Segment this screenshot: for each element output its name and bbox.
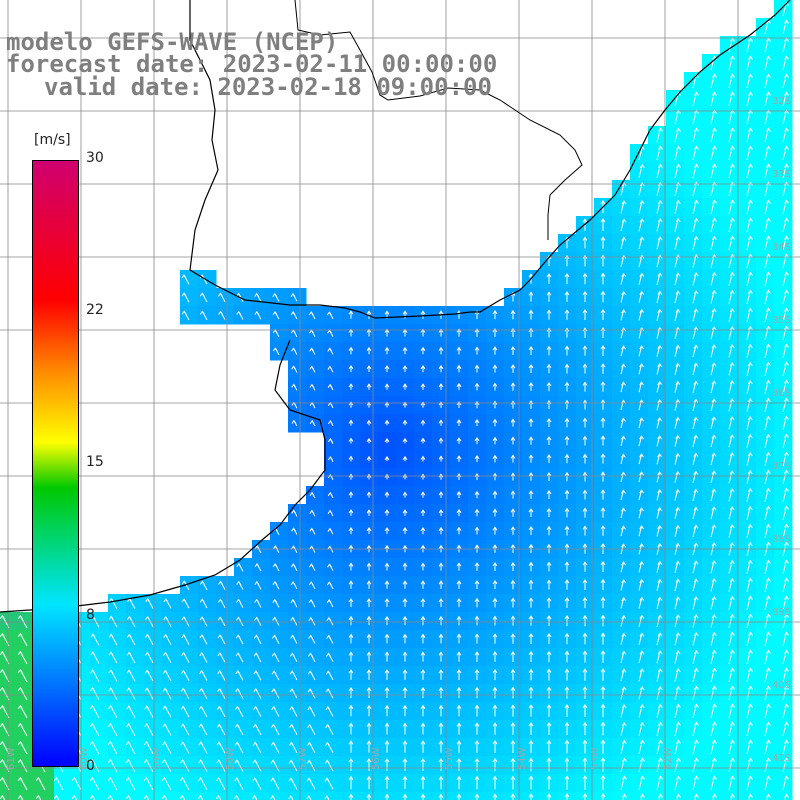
lon-label: 61W — [6, 747, 17, 770]
colorbar-tick-8: 8 — [86, 607, 95, 623]
title-model: modelo GEFS-WAVE (NCEP) — [6, 28, 339, 56]
colorbar-tick-30: 30 — [86, 150, 104, 166]
coastline — [189, 0, 791, 319]
title-valid-date: valid date: 2023-02-18 09:00:00 — [44, 73, 492, 101]
lon-label: 54W — [517, 747, 528, 770]
colorbar — [32, 160, 79, 767]
lat-label: 38S — [772, 534, 791, 545]
lon-label: 57W — [298, 747, 309, 770]
title-forecast-date: forecast date: 2023-02-11 00:00:00 — [6, 50, 498, 78]
lon-label: 58W — [225, 747, 236, 770]
lat-label: 37S — [772, 461, 791, 472]
lon-label: 59W — [152, 747, 163, 770]
lon-label: 56W — [371, 747, 382, 770]
colorbar-tick-0: 0 — [86, 758, 95, 774]
lat-label: 40S — [772, 680, 791, 691]
lat-label: 34S — [772, 242, 791, 253]
colorbar-tick-22: 22 — [86, 302, 104, 318]
lat-label: 32S — [772, 96, 791, 107]
lat-label: 35S — [772, 315, 791, 326]
lat-label: 36S — [772, 388, 791, 399]
lon-label: 60W — [79, 747, 90, 770]
lat-label: 39S — [772, 607, 791, 618]
coastline-lagoon — [294, 0, 583, 240]
lon-label: 52W — [663, 747, 674, 770]
coastline-south — [0, 339, 326, 613]
lon-label: 53W — [590, 747, 601, 770]
colorbar-unit: [m/s] — [34, 132, 71, 148]
lon-label: 55W — [444, 747, 455, 770]
lat-label: 41S — [772, 753, 791, 764]
lat-label: 33S — [772, 169, 791, 180]
colorbar-tick-15: 15 — [86, 454, 104, 470]
